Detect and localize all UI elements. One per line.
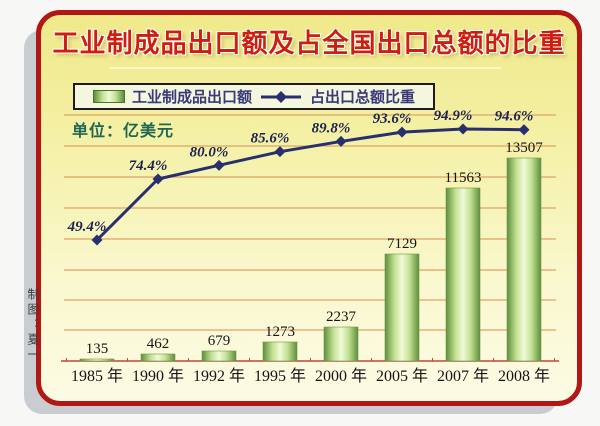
x-axis-label: 1992 年 — [193, 367, 245, 385]
line-legend-icon — [261, 90, 301, 103]
percentage-label: 93.6% — [373, 111, 412, 127]
chart-title: 工业制成品出口额及占全国出口总额的比重 — [52, 28, 566, 58]
data-point-marker — [274, 146, 286, 158]
bar — [445, 187, 481, 362]
bar — [79, 358, 115, 362]
data-point-marker — [518, 124, 530, 136]
bar-value-label: 2237 — [326, 309, 357, 325]
legend-line-label: 占出口总额比重 — [310, 89, 416, 106]
data-point-marker — [457, 123, 469, 135]
bar-legend-icon — [92, 90, 125, 103]
x-axis-label: 1990 年 — [132, 367, 184, 385]
unit-label: 单位：亿美元 — [72, 123, 175, 140]
data-point-marker — [335, 135, 347, 147]
data-point-marker — [152, 173, 164, 185]
bar — [506, 157, 542, 362]
data-point-marker — [213, 159, 225, 171]
chart-svg: 135 462 679 1273 2237 7129 11563 13507 49.4% 74.4… — [61, 108, 559, 385]
bar-value-label: 462 — [147, 336, 170, 352]
data-point-marker — [396, 126, 408, 138]
credit-vertical-text: 制图：夏一 — [26, 288, 40, 363]
bar — [262, 341, 298, 362]
plot-area: 135 462 679 1273 2237 7129 11563 13507 49.4% 74.4… — [66, 108, 555, 385]
percentage-label: 80.0% — [190, 144, 229, 160]
data-point-marker — [91, 234, 103, 246]
bar-value-label: 135 — [86, 341, 109, 357]
percentage-label: 89.8% — [312, 120, 351, 136]
percentage-label: 74.4% — [129, 158, 168, 174]
bar-value-label: 679 — [208, 333, 231, 349]
bar — [323, 326, 359, 362]
bar-value-label: 7129 — [387, 236, 417, 252]
x-axis-label: 1995 年 — [254, 367, 306, 385]
legend-bar-label: 工业制成品出口额 — [131, 89, 252, 106]
x-axis-label: 2007 年 — [437, 367, 489, 385]
bar-value-label: 11563 — [445, 170, 482, 186]
percentage-label: 85.6% — [251, 131, 290, 147]
x-axis-label: 2005 年 — [376, 367, 428, 385]
bar — [140, 353, 176, 362]
percentage-label: 49.4% — [67, 219, 107, 235]
bar-value-label: 1273 — [265, 324, 295, 340]
title-underline — [110, 67, 502, 69]
percentage-label: 94.9% — [434, 108, 473, 124]
x-axis-label: 2008 年 — [498, 367, 550, 385]
bar — [384, 253, 420, 362]
bar-value-label: 13507 — [505, 140, 543, 156]
bar — [201, 350, 237, 362]
percentage-line — [95, 127, 525, 242]
chart-legend: 工业制成品出口额 占出口总额比重 — [73, 83, 435, 110]
x-axis-label: 2000 年 — [315, 367, 367, 385]
x-axis-label: 1985 年 — [71, 367, 123, 385]
percentage-label: 94.6% — [495, 109, 534, 125]
chart-panel: 工业制成品出口额及占全国出口总额的比重 — [36, 10, 582, 406]
